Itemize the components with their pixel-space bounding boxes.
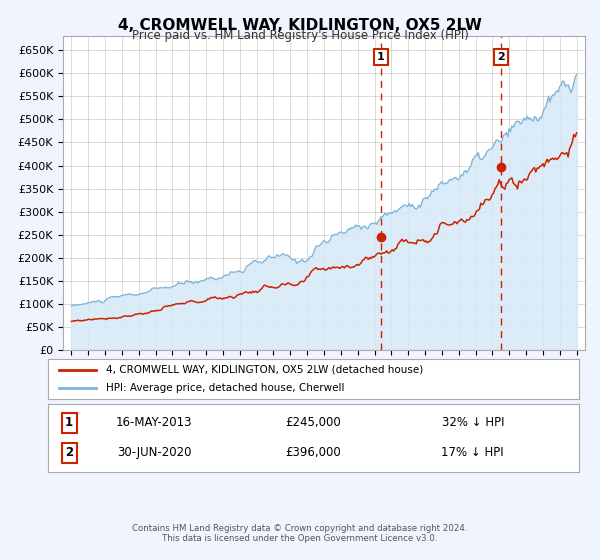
Text: 30-JUN-2020: 30-JUN-2020 <box>117 446 191 459</box>
Text: Contains HM Land Registry data © Crown copyright and database right 2024.: Contains HM Land Registry data © Crown c… <box>132 524 468 533</box>
Text: 4, CROMWELL WAY, KIDLINGTON, OX5 2LW (detached house): 4, CROMWELL WAY, KIDLINGTON, OX5 2LW (de… <box>106 365 424 375</box>
Text: 17% ↓ HPI: 17% ↓ HPI <box>442 446 504 459</box>
Text: Price paid vs. HM Land Registry's House Price Index (HPI): Price paid vs. HM Land Registry's House … <box>131 29 469 42</box>
Text: 4, CROMWELL WAY, KIDLINGTON, OX5 2LW: 4, CROMWELL WAY, KIDLINGTON, OX5 2LW <box>118 18 482 33</box>
Text: This data is licensed under the Open Government Licence v3.0.: This data is licensed under the Open Gov… <box>163 534 437 543</box>
Text: 1: 1 <box>65 417 73 430</box>
Text: 2: 2 <box>65 446 73 459</box>
Text: 1: 1 <box>377 52 385 62</box>
Text: 2: 2 <box>497 52 505 62</box>
Text: £245,000: £245,000 <box>286 417 341 430</box>
Text: 16-MAY-2013: 16-MAY-2013 <box>116 417 193 430</box>
Text: 32% ↓ HPI: 32% ↓ HPI <box>442 417 504 430</box>
Text: £396,000: £396,000 <box>286 446 341 459</box>
Text: HPI: Average price, detached house, Cherwell: HPI: Average price, detached house, Cher… <box>106 384 345 393</box>
